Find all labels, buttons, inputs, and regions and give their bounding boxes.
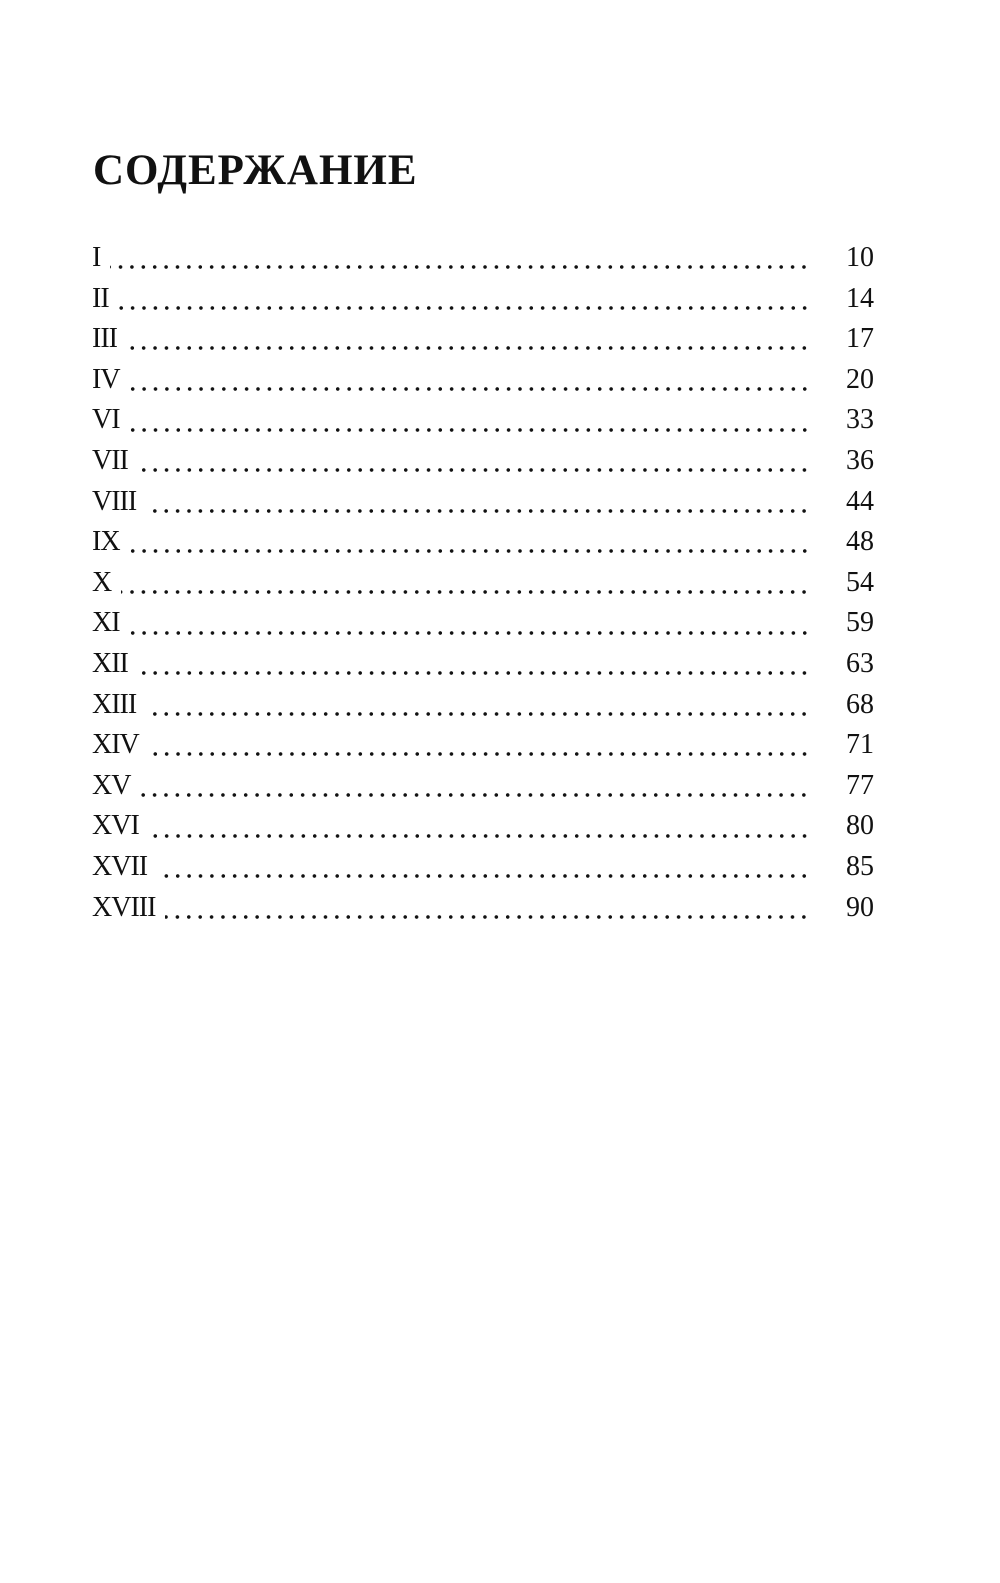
toc-entry: XVIII 90 <box>92 888 874 929</box>
dot-leader <box>137 670 810 677</box>
dot-leader <box>121 589 810 596</box>
chapter-number: XVI <box>92 810 140 842</box>
chapter-number: XIII <box>92 688 137 720</box>
chapter-number: VI <box>92 404 121 436</box>
dot-leader <box>110 264 810 271</box>
toc-entry: XVII 85 <box>92 847 874 888</box>
page-title: СОДЕРЖАНИЕ <box>93 147 418 194</box>
toc-entry: XV 77 <box>92 766 874 807</box>
page-number: 17 <box>846 323 874 355</box>
chapter-number: XVIII <box>92 891 156 923</box>
toc-entry: XIV 71 <box>92 725 874 766</box>
toc-entry: X 54 <box>92 563 874 604</box>
chapter-number: XI <box>92 607 121 639</box>
toc-entry: II 14 <box>92 279 874 320</box>
toc-entry: III 17 <box>92 319 874 360</box>
chapter-number: IV <box>92 363 121 395</box>
chapter-number: IX <box>92 526 121 558</box>
page-number: 63 <box>846 647 874 679</box>
dot-leader <box>118 304 810 311</box>
chapter-number: X <box>92 566 112 598</box>
dot-leader <box>157 873 810 880</box>
toc-entry: VIII 44 <box>92 482 874 523</box>
chapter-number: XVII <box>92 850 148 882</box>
chapter-number: II <box>92 282 110 314</box>
dot-leader <box>148 832 810 839</box>
toc-entry: XVI 80 <box>92 806 874 847</box>
table-of-contents: I 10 II 14 III 17 IV 20 VI 33 VII 36 VIII 44 IX 48 X 54 XI… <box>92 238 874 928</box>
chapter-number: VIII <box>92 485 137 517</box>
page-number: 77 <box>846 769 874 801</box>
dot-leader <box>148 751 810 758</box>
dot-leader <box>126 345 810 352</box>
dot-leader <box>129 426 810 433</box>
chapter-number: XV <box>92 769 131 801</box>
page-number: 44 <box>846 485 874 517</box>
page-number: 36 <box>846 444 874 476</box>
page-number: 59 <box>846 607 874 639</box>
dot-leader <box>140 792 810 799</box>
page-number: 85 <box>846 850 874 882</box>
page-number: 90 <box>846 891 874 923</box>
toc-entry: XI 59 <box>92 603 874 644</box>
dot-leader <box>146 507 810 514</box>
chapter-number: III <box>92 323 118 355</box>
page-number: 10 <box>846 242 874 273</box>
dot-leader <box>165 913 810 920</box>
toc-entry: XII 63 <box>92 644 874 685</box>
dot-leader <box>129 548 810 555</box>
chapter-number: VII <box>92 444 129 476</box>
page-number: 71 <box>846 729 874 761</box>
dot-leader <box>137 467 810 474</box>
dot-leader <box>129 629 810 636</box>
page-number: 54 <box>846 566 874 598</box>
toc-entry: XIII 68 <box>92 685 874 726</box>
page-number: 68 <box>846 688 874 720</box>
dot-leader <box>146 710 810 717</box>
page-number: 48 <box>846 526 874 558</box>
page-number: 14 <box>846 282 874 314</box>
chapter-number: I <box>92 242 101 273</box>
toc-entry: IX 48 <box>92 522 874 563</box>
page-number: 33 <box>846 404 874 436</box>
page-number: 20 <box>846 363 874 395</box>
page-number: 80 <box>846 810 874 842</box>
toc-entry: IV 20 <box>92 360 874 401</box>
toc-entry: I 10 <box>92 238 874 279</box>
dot-leader <box>129 386 810 393</box>
chapter-number: XIV <box>92 729 140 761</box>
chapter-number: XII <box>92 647 129 679</box>
toc-entry: VI 33 <box>92 400 874 441</box>
toc-entry: VII 36 <box>92 441 874 482</box>
